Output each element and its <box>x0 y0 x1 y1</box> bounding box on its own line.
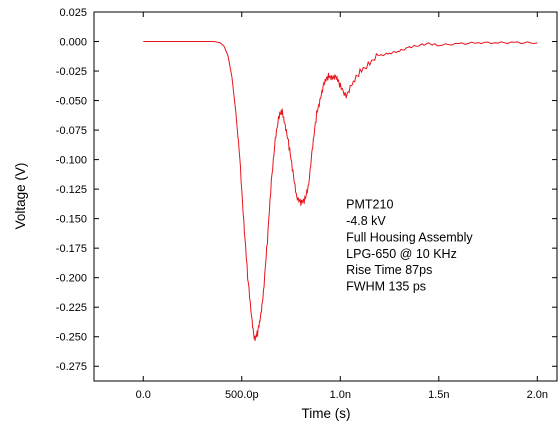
voltage-trace <box>143 41 538 342</box>
y-tick-label: -0.075 <box>56 125 87 137</box>
y-tick-label: 0.000 <box>59 37 87 49</box>
annotation-line: -4.8 kV <box>346 214 386 228</box>
y-tick-label: -0.275 <box>56 361 87 373</box>
y-axis-title: Voltage (V) <box>13 163 28 230</box>
y-tick-label: -0.100 <box>56 155 87 167</box>
x-tick-label: 500.0p <box>225 389 259 401</box>
x-axis-ticks: 0.0 500.0p 1.0n 1.5n 2.0n <box>136 12 548 401</box>
annotation-line: Rise Time 87ps <box>346 263 432 277</box>
annotation-line: Full Housing Assembly <box>346 230 473 244</box>
x-tick-label: 1.5n <box>428 389 449 401</box>
y-tick-label: -0.150 <box>56 214 87 226</box>
y-tick-label: -0.225 <box>56 302 87 314</box>
y-tick-label: -0.200 <box>56 273 87 285</box>
x-tick-label: 2.0n <box>527 389 548 401</box>
annotation-line: PMT210 <box>346 198 393 212</box>
y-tick-label: -0.125 <box>56 184 87 196</box>
y-axis-ticks: 0.025 0.000 -0.025 -0.050 -0.075 -0.100 -0.125… <box>56 7 557 373</box>
x-tick-label: 0.0 <box>136 389 151 401</box>
y-tick-label: 0.025 <box>59 7 87 19</box>
annotation-block: PMT210 -4.8 kV Full Housing Assembly LPG-65… <box>346 198 473 294</box>
x-axis-title: Time (s) <box>302 406 351 421</box>
y-tick-label: -0.025 <box>56 66 87 78</box>
x-tick-label: 1.0n <box>330 389 351 401</box>
plot-frame <box>93 11 558 382</box>
y-tick-label: -0.050 <box>56 96 87 108</box>
annotation-line: FWHM 135 ps <box>346 280 426 294</box>
y-tick-label: -0.175 <box>56 243 87 255</box>
y-tick-label: -0.250 <box>56 332 87 344</box>
annotation-line: LPG-650 @ 10 KHz <box>346 247 457 261</box>
